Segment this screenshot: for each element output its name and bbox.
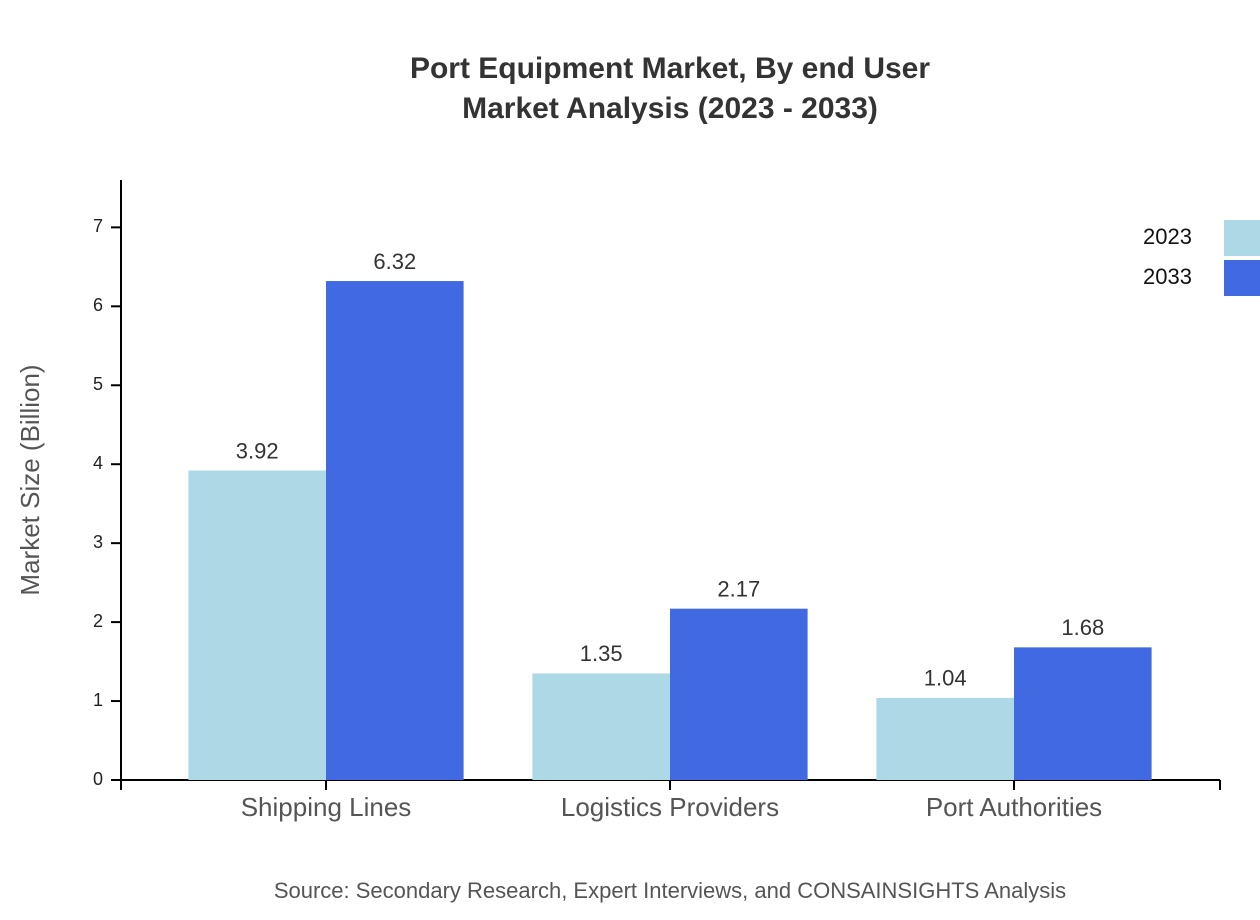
y-axis-label: Market Size (Billion) [15, 364, 45, 595]
y-tick-label: 5 [93, 374, 103, 394]
legend-label: 2033 [1143, 264, 1192, 289]
y-tick-label: 1 [93, 690, 103, 710]
source-note: Source: Secondary Research, Expert Inter… [274, 878, 1066, 903]
chart-title: Port Equipment Market, By end User [410, 52, 930, 85]
y-tick-label: 7 [93, 216, 103, 236]
value-label: 1.04 [924, 666, 967, 691]
legend-swatch [1224, 260, 1260, 296]
value-label: 3.92 [236, 438, 279, 463]
y-tick-label: 0 [93, 769, 103, 789]
bar [188, 470, 326, 780]
bar [876, 697, 1014, 780]
y-tick-label: 3 [93, 532, 103, 552]
bar [670, 608, 808, 780]
y-tick-label: 4 [93, 453, 103, 473]
value-label: 2.17 [717, 576, 760, 601]
x-tick-label: Logistics Providers [561, 792, 779, 822]
value-label: 1.68 [1061, 615, 1104, 640]
bar [532, 673, 670, 780]
value-label: 6.32 [373, 249, 416, 274]
value-label: 1.35 [580, 641, 623, 666]
x-tick-label: Port Authorities [926, 792, 1102, 822]
legend-label: 2023 [1143, 224, 1192, 249]
y-tick-label: 6 [93, 295, 103, 315]
chart-title: Market Analysis (2023 - 2033) [462, 92, 878, 125]
y-tick-label: 2 [93, 611, 103, 631]
bar [326, 281, 464, 780]
x-tick-label: Shipping Lines [241, 792, 412, 822]
bar [1014, 647, 1152, 780]
legend-swatch [1224, 220, 1260, 256]
